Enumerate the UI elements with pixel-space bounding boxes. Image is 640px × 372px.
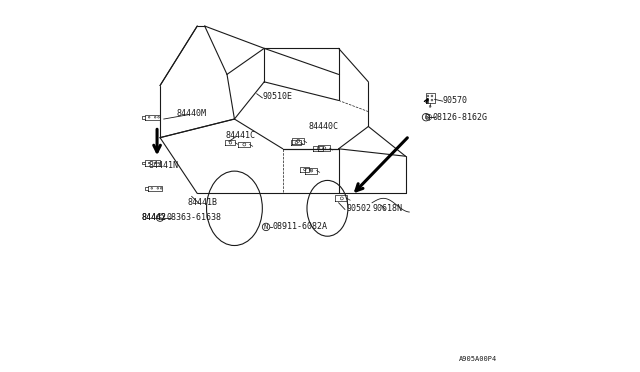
Text: 84440C: 84440C (309, 122, 339, 131)
Text: S: S (158, 215, 162, 221)
Text: N: N (264, 224, 268, 230)
Text: 84441C: 84441C (225, 131, 255, 140)
Text: 08911-6082A: 08911-6082A (273, 222, 328, 231)
Text: 08126-8162G: 08126-8162G (433, 113, 487, 122)
Text: 90570: 90570 (443, 96, 468, 105)
Text: B: B (424, 114, 428, 120)
Text: 90618N: 90618N (372, 204, 402, 213)
Text: A905A00P4: A905A00P4 (458, 356, 497, 362)
Text: 84442: 84442 (141, 213, 166, 222)
Text: 84442: 84442 (141, 213, 166, 222)
Text: 84440M: 84440M (177, 109, 207, 118)
Text: 84441B: 84441B (188, 198, 218, 207)
Text: 84441N: 84441N (149, 161, 179, 170)
Text: 08363-61638: 08363-61638 (166, 213, 221, 222)
Text: 90502: 90502 (346, 204, 371, 213)
Text: 90510E: 90510E (262, 92, 292, 101)
